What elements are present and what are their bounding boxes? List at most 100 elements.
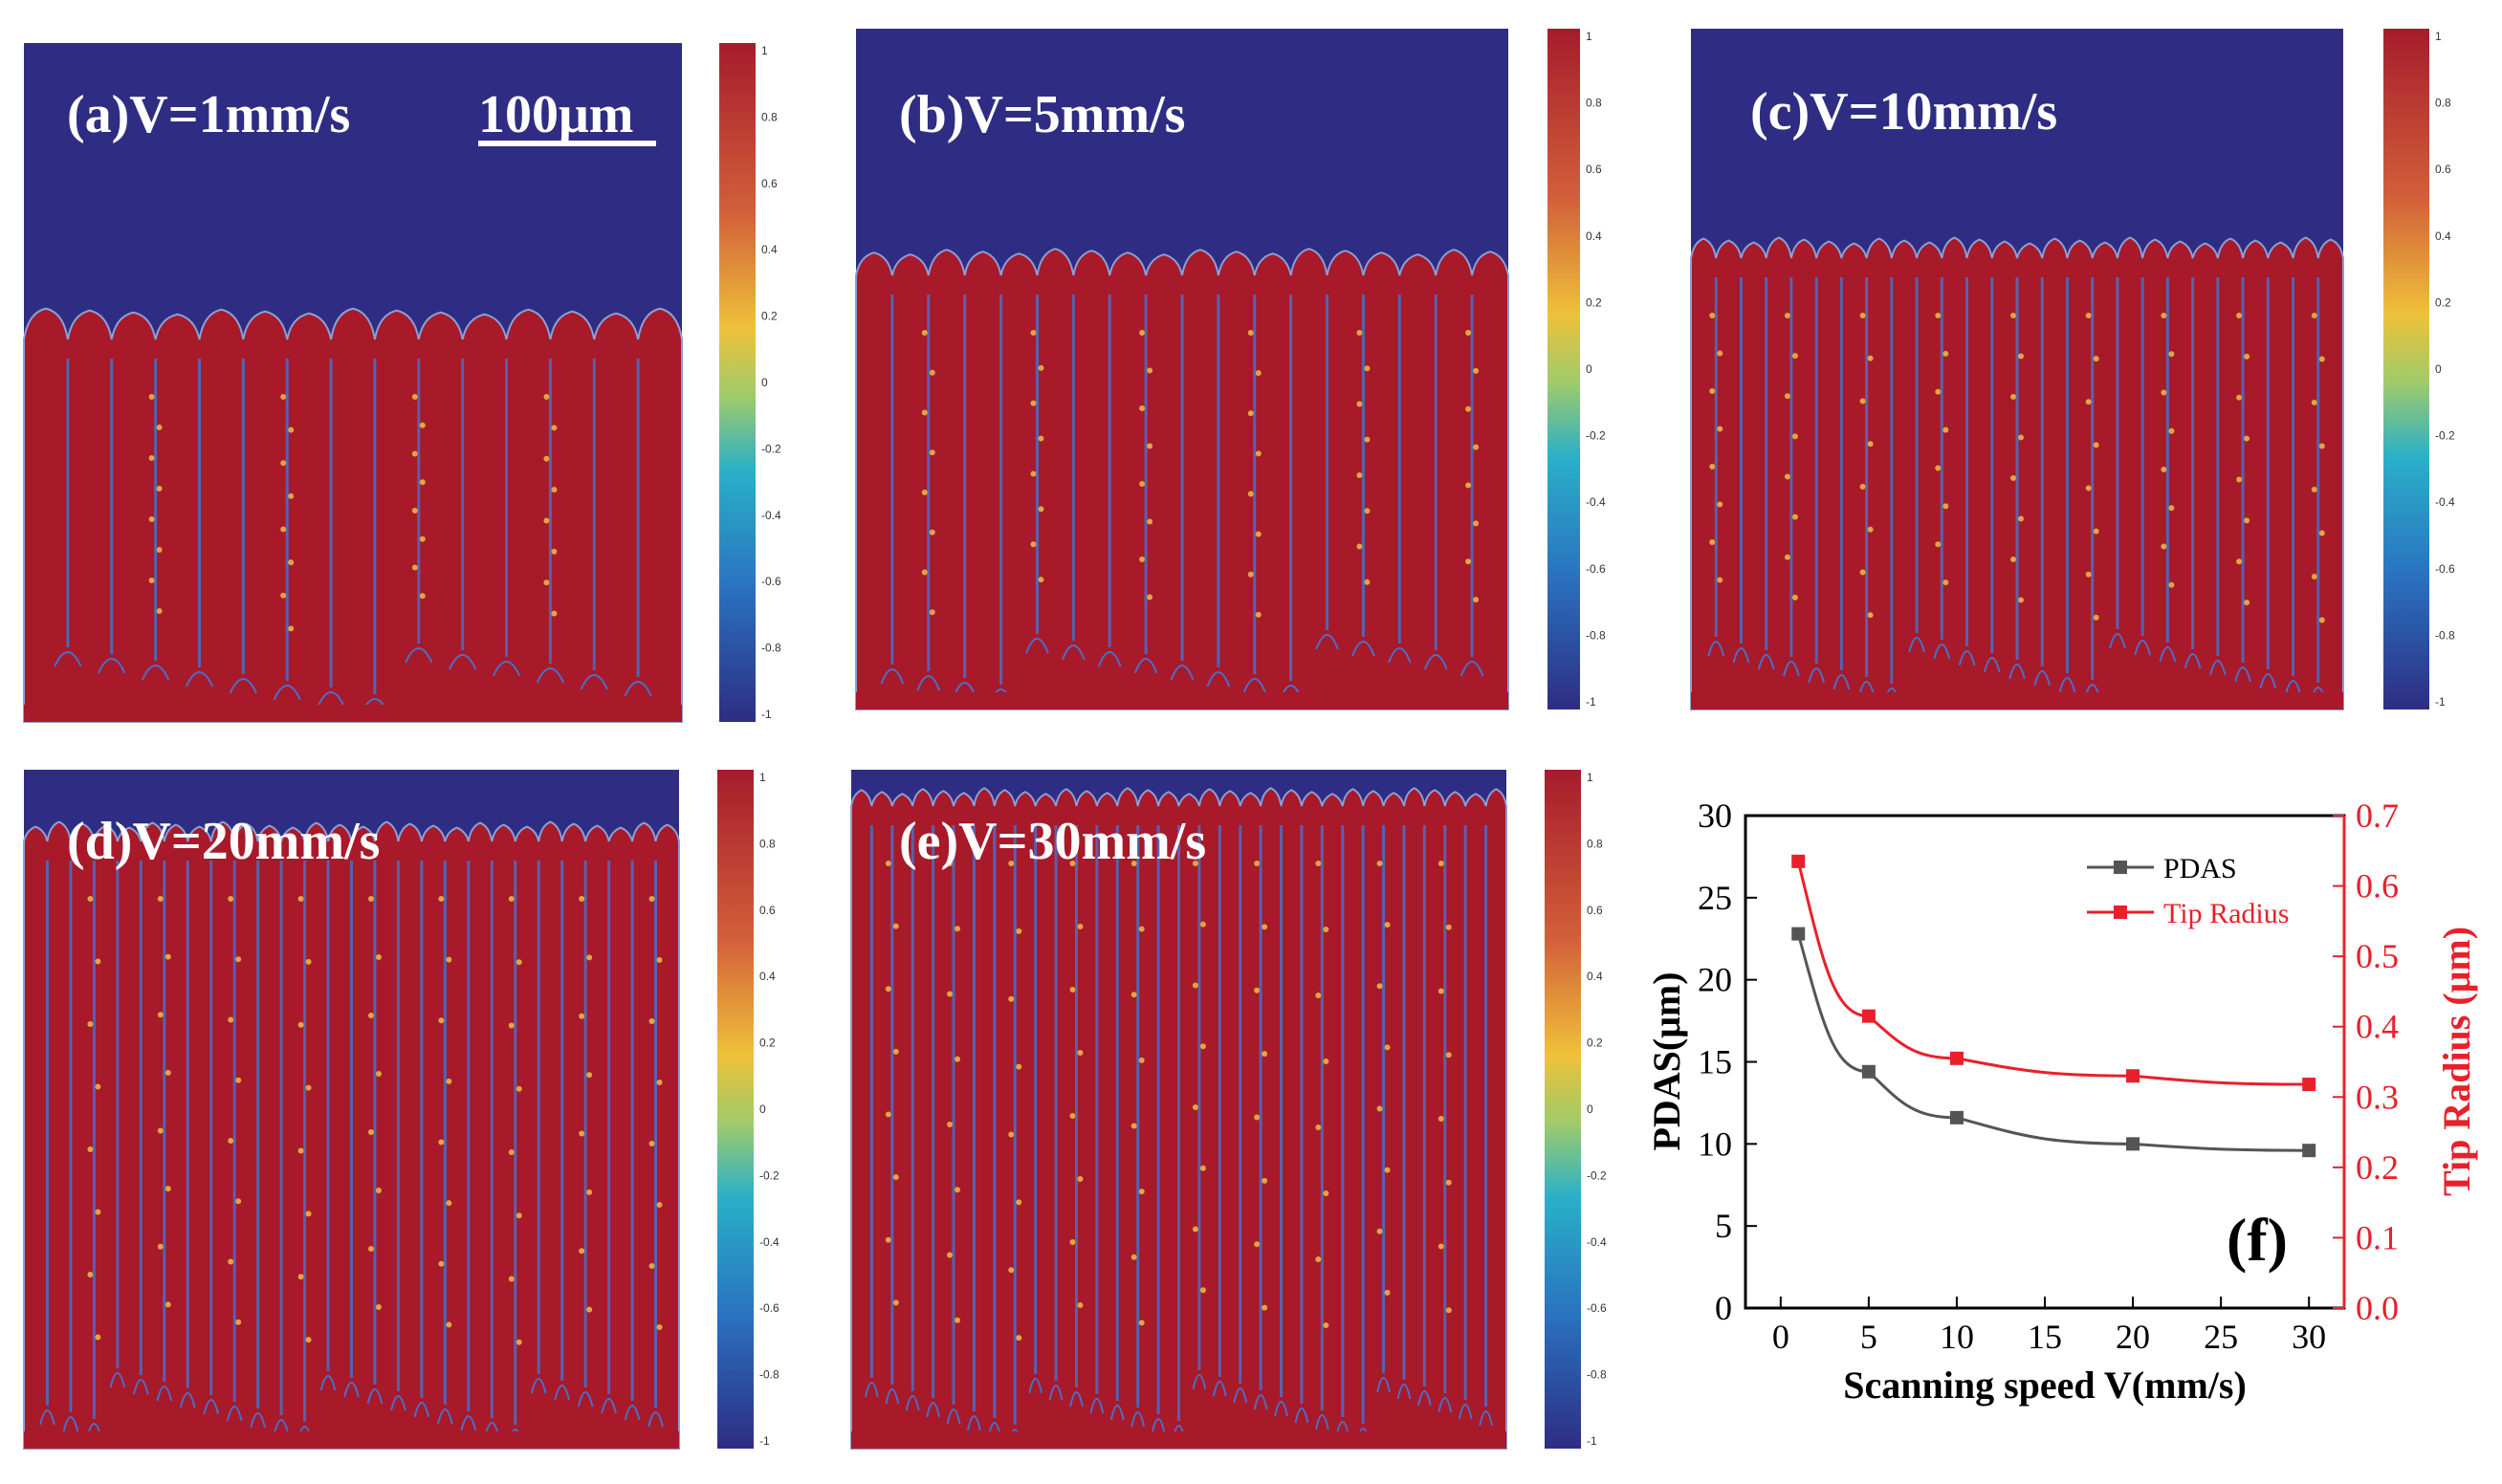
segregation-dot xyxy=(1445,1179,1452,1186)
segregation-dot xyxy=(1356,330,1363,336)
dendrite-root xyxy=(492,661,521,677)
colorbar-d: 1 0.8 0.6 0.4 0.2 0 -0.2 -0.4 -0.6 -0.8 -1 xyxy=(717,770,779,1449)
colorbar-tick: 0 xyxy=(1587,1102,1593,1116)
dendrite-root xyxy=(1028,1378,1043,1394)
colorbar-tick: -0.4 xyxy=(759,1235,779,1249)
colorbar-tick: -0.8 xyxy=(1587,1368,1607,1382)
substrate xyxy=(24,1431,679,1449)
dendrite-root xyxy=(1069,1391,1084,1408)
segregation-dot xyxy=(228,896,234,902)
segregation-dot xyxy=(1199,921,1206,928)
segregation-dot xyxy=(1315,861,1322,866)
segregation-dot xyxy=(1262,924,1268,930)
segregation-dot xyxy=(165,1301,171,1308)
segregation-dot xyxy=(1008,1131,1015,1138)
dendrite-root xyxy=(39,1409,55,1426)
segregation-dot xyxy=(157,1243,164,1250)
segregation-dot xyxy=(508,896,515,902)
segregation-dot xyxy=(288,492,295,499)
colorbar-tick: 0.2 xyxy=(1586,295,1602,309)
segregation-dot xyxy=(375,954,382,960)
segregation-dot xyxy=(1147,443,1153,449)
colorbar-tick: 0.4 xyxy=(759,970,776,983)
dendrite-root xyxy=(413,1402,430,1418)
dendrite-root xyxy=(1479,1410,1493,1427)
segregation-dot xyxy=(2161,313,2167,318)
segregation-dot xyxy=(446,1200,452,1207)
segregation-dot xyxy=(1008,1267,1015,1274)
segregation-dot xyxy=(1445,924,1452,930)
segregation-dot xyxy=(955,926,961,932)
segregation-dot xyxy=(156,547,163,553)
colorbar-tick: -1 xyxy=(2435,695,2446,709)
segregation-dot xyxy=(2318,617,2325,623)
panel-b-simulation: (b)V=5mm/s xyxy=(855,29,1509,710)
segregation-dot xyxy=(1709,388,1716,394)
y2-tick-label: 0.1 xyxy=(2356,1218,2399,1256)
colorbar-tick: 0.8 xyxy=(759,837,776,850)
dendrite-root xyxy=(98,658,126,674)
dendrite-root xyxy=(885,1388,900,1405)
colorbar-tick: 1 xyxy=(1586,30,1592,43)
segregation-dot xyxy=(95,1209,101,1215)
segregation-dot xyxy=(1364,578,1371,585)
y2-tick-label: 0.3 xyxy=(2356,1078,2399,1116)
segregation-dot xyxy=(1364,436,1371,443)
segregation-dot xyxy=(508,1149,515,1155)
dendrite-root xyxy=(1151,1418,1166,1434)
segregation-dot xyxy=(235,1198,242,1205)
segregation-dot xyxy=(87,1272,94,1277)
segregation-dot xyxy=(1255,370,1262,377)
segregation-dot xyxy=(947,991,954,997)
segregation-dot xyxy=(1784,313,1790,318)
segregation-dot xyxy=(2093,356,2099,362)
scale-bar xyxy=(478,141,656,146)
segregation-dot xyxy=(1199,1043,1206,1050)
segregation-dot xyxy=(1384,1167,1391,1173)
x-tick-label: 15 xyxy=(2028,1318,2062,1356)
segregation-dot xyxy=(87,1021,94,1027)
segregation-dot xyxy=(1254,861,1261,866)
segregation-dot xyxy=(411,450,418,457)
series-line-pdas xyxy=(1796,933,2310,1152)
dendrite-root xyxy=(1376,1377,1391,1393)
colorbar-gradient xyxy=(1545,770,1581,1449)
x-tick-label: 5 xyxy=(1860,1318,1877,1356)
colorbar-tick: 0.8 xyxy=(1586,97,1602,110)
segregation-dot xyxy=(2168,427,2175,434)
colorbar-tick: 0.6 xyxy=(759,904,776,917)
y2-tick-label: 0.7 xyxy=(2356,797,2399,835)
colorbar-tick: -0.4 xyxy=(1587,1235,1607,1249)
dendrite-root xyxy=(577,1391,594,1408)
segregation-dot xyxy=(2093,442,2099,448)
x-tick-label: 10 xyxy=(1940,1318,1974,1356)
segregation-dot xyxy=(280,460,287,467)
segregation-dot xyxy=(1038,364,1044,371)
dendrite-root xyxy=(1130,1411,1146,1428)
colorbar-tick: 0.2 xyxy=(759,1037,776,1050)
segregation-dot xyxy=(1867,526,1874,533)
y2-tick-label: 0.5 xyxy=(2356,937,2399,975)
panel-e-simulation: (e)V=30mm/s xyxy=(850,770,1507,1450)
segregation-dot xyxy=(921,409,928,416)
segregation-dot xyxy=(1139,330,1146,336)
colorbar-tick: -1 xyxy=(1586,695,1596,709)
colorbar-tick: 0.2 xyxy=(1587,1037,1603,1050)
segregation-dot xyxy=(228,1138,234,1144)
panel-e-label: (e)V=30mm/s xyxy=(899,812,1206,871)
colorbar-tick: 0.6 xyxy=(2435,163,2451,176)
segregation-dot xyxy=(1465,330,1472,336)
colorbar-gradient xyxy=(717,770,754,1449)
dendrite-root xyxy=(1958,650,1976,666)
dendrite-root xyxy=(1170,665,1195,681)
segregation-dot xyxy=(579,896,585,902)
segregation-dot xyxy=(1859,313,1866,318)
colorbar-tick: -0.2 xyxy=(2435,429,2455,443)
dendrite-root xyxy=(448,654,477,670)
dendrite-root xyxy=(1908,637,1925,653)
segregation-dot xyxy=(1438,1243,1444,1250)
dendrite-root xyxy=(390,1395,406,1411)
y-ticks: 0 5 10 15 20 25 30 xyxy=(1698,797,1757,1327)
segregation-dot xyxy=(288,559,295,566)
segregation-dot xyxy=(1859,398,1866,404)
